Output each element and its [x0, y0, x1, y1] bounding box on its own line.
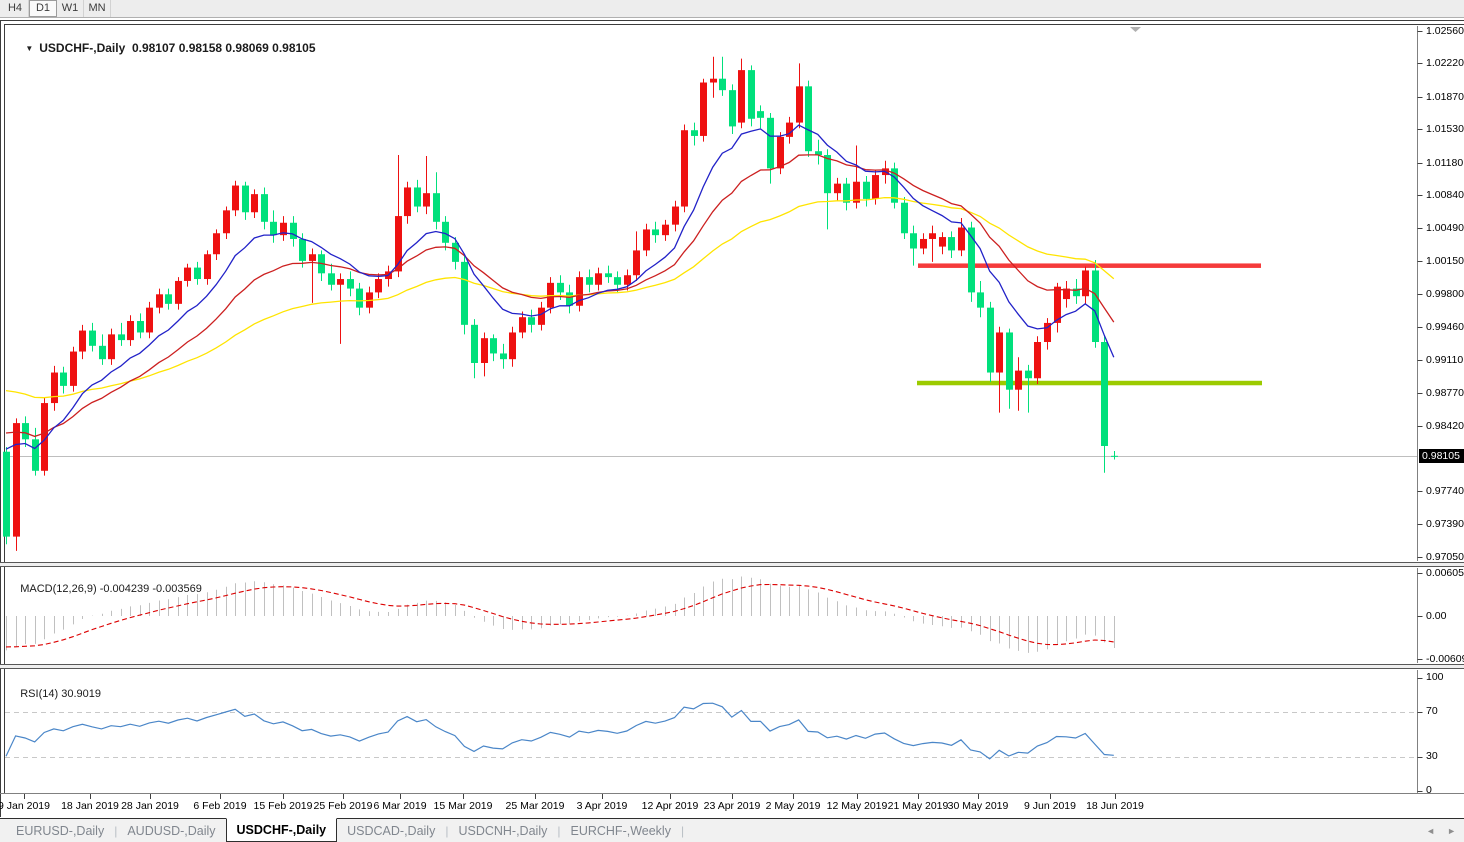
chart-tab-eurusd[interactable]: EURUSD-,Daily — [16, 823, 105, 838]
price-scale-label: 1.01180 — [1426, 157, 1464, 169]
tab-separator: | — [445, 823, 449, 838]
date-axis-label: 9 Jun 2019 — [1024, 800, 1076, 812]
price-scale-label: 1.02220 — [1426, 57, 1464, 69]
price-scale-label: 1.00490 — [1426, 222, 1464, 234]
date-axis-label: 21 May 2019 — [887, 800, 949, 812]
tabs-scroll-left-icon[interactable]: ◄ — [1426, 826, 1436, 836]
price-scale-label: 0.98420 — [1426, 420, 1464, 432]
panel-splitter-macd[interactable] — [0, 562, 1464, 567]
price-scale-label: 1.00150 — [1426, 255, 1464, 267]
date-axis-label: 3 Apr 2019 — [576, 800, 628, 812]
date-axis-label: 2 May 2019 — [765, 800, 821, 812]
chart-tab-usdcnh[interactable]: USDCNH-,Daily — [458, 823, 548, 838]
date-axis-label: 25 Feb 2019 — [313, 800, 373, 812]
ohlc-close: 0.98105 — [272, 41, 316, 55]
date-axis-label: 18 Jan 2019 — [61, 800, 119, 812]
price-scale-label: 0.97050 — [1426, 551, 1464, 563]
date-axis-label: 25 Mar 2019 — [505, 800, 565, 812]
macd-indicator-label: MACD(12,26,9) -0.004239 -0.003569 — [20, 583, 202, 595]
date-axis-label: 12 Apr 2019 — [641, 800, 699, 812]
macd-signal-value: -0.003569 — [152, 583, 202, 595]
date-axis-label: 18 Jun 2019 — [1086, 800, 1144, 812]
chart-tab-eurchf[interactable]: EURCHF-,Weekly — [570, 823, 671, 838]
timeframe-toolbar: H4 D1 W1 MN — [0, 0, 1464, 18]
price-scale-label: 0.97390 — [1426, 518, 1464, 530]
tab-separator: | — [680, 823, 685, 838]
timeframe-button-mn[interactable]: MN — [84, 0, 111, 17]
price-scale-label: 0.99800 — [1426, 288, 1464, 300]
macd-scale-label: 0.00 — [1426, 610, 1447, 622]
chart-tab-usdcad[interactable]: USDCAD-,Daily — [347, 823, 436, 838]
symbol-dropdown-icon[interactable]: ▼ — [25, 44, 34, 53]
macd-scale-label: 0.006058 — [1426, 567, 1464, 579]
rsi-scale-label: 30 — [1426, 750, 1438, 762]
chart-tabs: EURUSD-,Daily | AUDUSD-,Daily USDCHF-,Daily… — [0, 817, 1464, 842]
date-axis-label: 23 Apr 2019 — [703, 800, 761, 812]
tab-separator: | — [557, 823, 561, 838]
chart-title: ▼ USDCHF-,Daily 0.98107 0.98158 0.98069 0… — [12, 27, 316, 69]
price-scale-label: 0.98770 — [1426, 387, 1464, 399]
price-scale-label: 0.99460 — [1426, 321, 1464, 333]
rsi-scale-label: 0 — [1426, 784, 1432, 796]
date-axis-label: 15 Mar 2019 — [433, 800, 493, 812]
price-scale-label: 0.99110 — [1426, 354, 1464, 366]
rsi-scale-label: 100 — [1426, 671, 1444, 683]
price-scale-label: 1.02560 — [1426, 25, 1464, 37]
date-axis-label: 28 Jan 2019 — [121, 800, 179, 812]
timeframe-button-h4[interactable]: H4 — [2, 0, 29, 17]
price-scale-label: 1.01530 — [1426, 123, 1464, 135]
ohlc-high: 0.98158 — [178, 41, 223, 55]
date-axis-label: 6 Mar 2019 — [373, 800, 427, 812]
timeframe-button-d1[interactable]: D1 — [29, 0, 57, 17]
macd-scale-label: -0.006096 — [1426, 653, 1464, 665]
price-scale-label: 1.00840 — [1426, 189, 1464, 201]
ohlc-low: 0.98069 — [225, 41, 269, 55]
date-axis-label: 9 Jan 2019 — [0, 800, 50, 812]
rsi-value: 30.9019 — [61, 688, 101, 700]
price-scale-label: 1.01870 — [1426, 91, 1464, 103]
tabs-scroll-right-icon[interactable]: ► — [1447, 826, 1456, 836]
date-axis-label: 15 Feb 2019 — [253, 800, 313, 812]
date-axis-label: 12 May 2019 — [826, 800, 888, 812]
panel-splitter-rsi[interactable] — [0, 664, 1464, 669]
macd-value: -0.004239 — [99, 583, 150, 595]
chart-tab-audusd[interactable]: AUDUSD-,Daily — [127, 823, 216, 838]
current-price-label: 0.98105 — [1419, 449, 1464, 463]
date-axis-label: 30 May 2019 — [947, 800, 1009, 812]
timeframe-button-w1[interactable]: W1 — [57, 0, 84, 17]
ohlc-open: 0.98107 — [131, 41, 176, 55]
price-scale-label: 0.97740 — [1426, 485, 1464, 497]
date-axis-label: 6 Feb 2019 — [193, 800, 247, 812]
tab-separator: | — [114, 823, 118, 838]
rsi-scale-label: 70 — [1426, 705, 1438, 717]
chart-tab-usdchf[interactable]: USDCHF-,Daily — [225, 817, 338, 842]
chart-symbol-label: USDCHF-,Daily — [39, 41, 126, 55]
rsi-indicator-label: RSI(14) 30.9019 — [20, 688, 101, 700]
